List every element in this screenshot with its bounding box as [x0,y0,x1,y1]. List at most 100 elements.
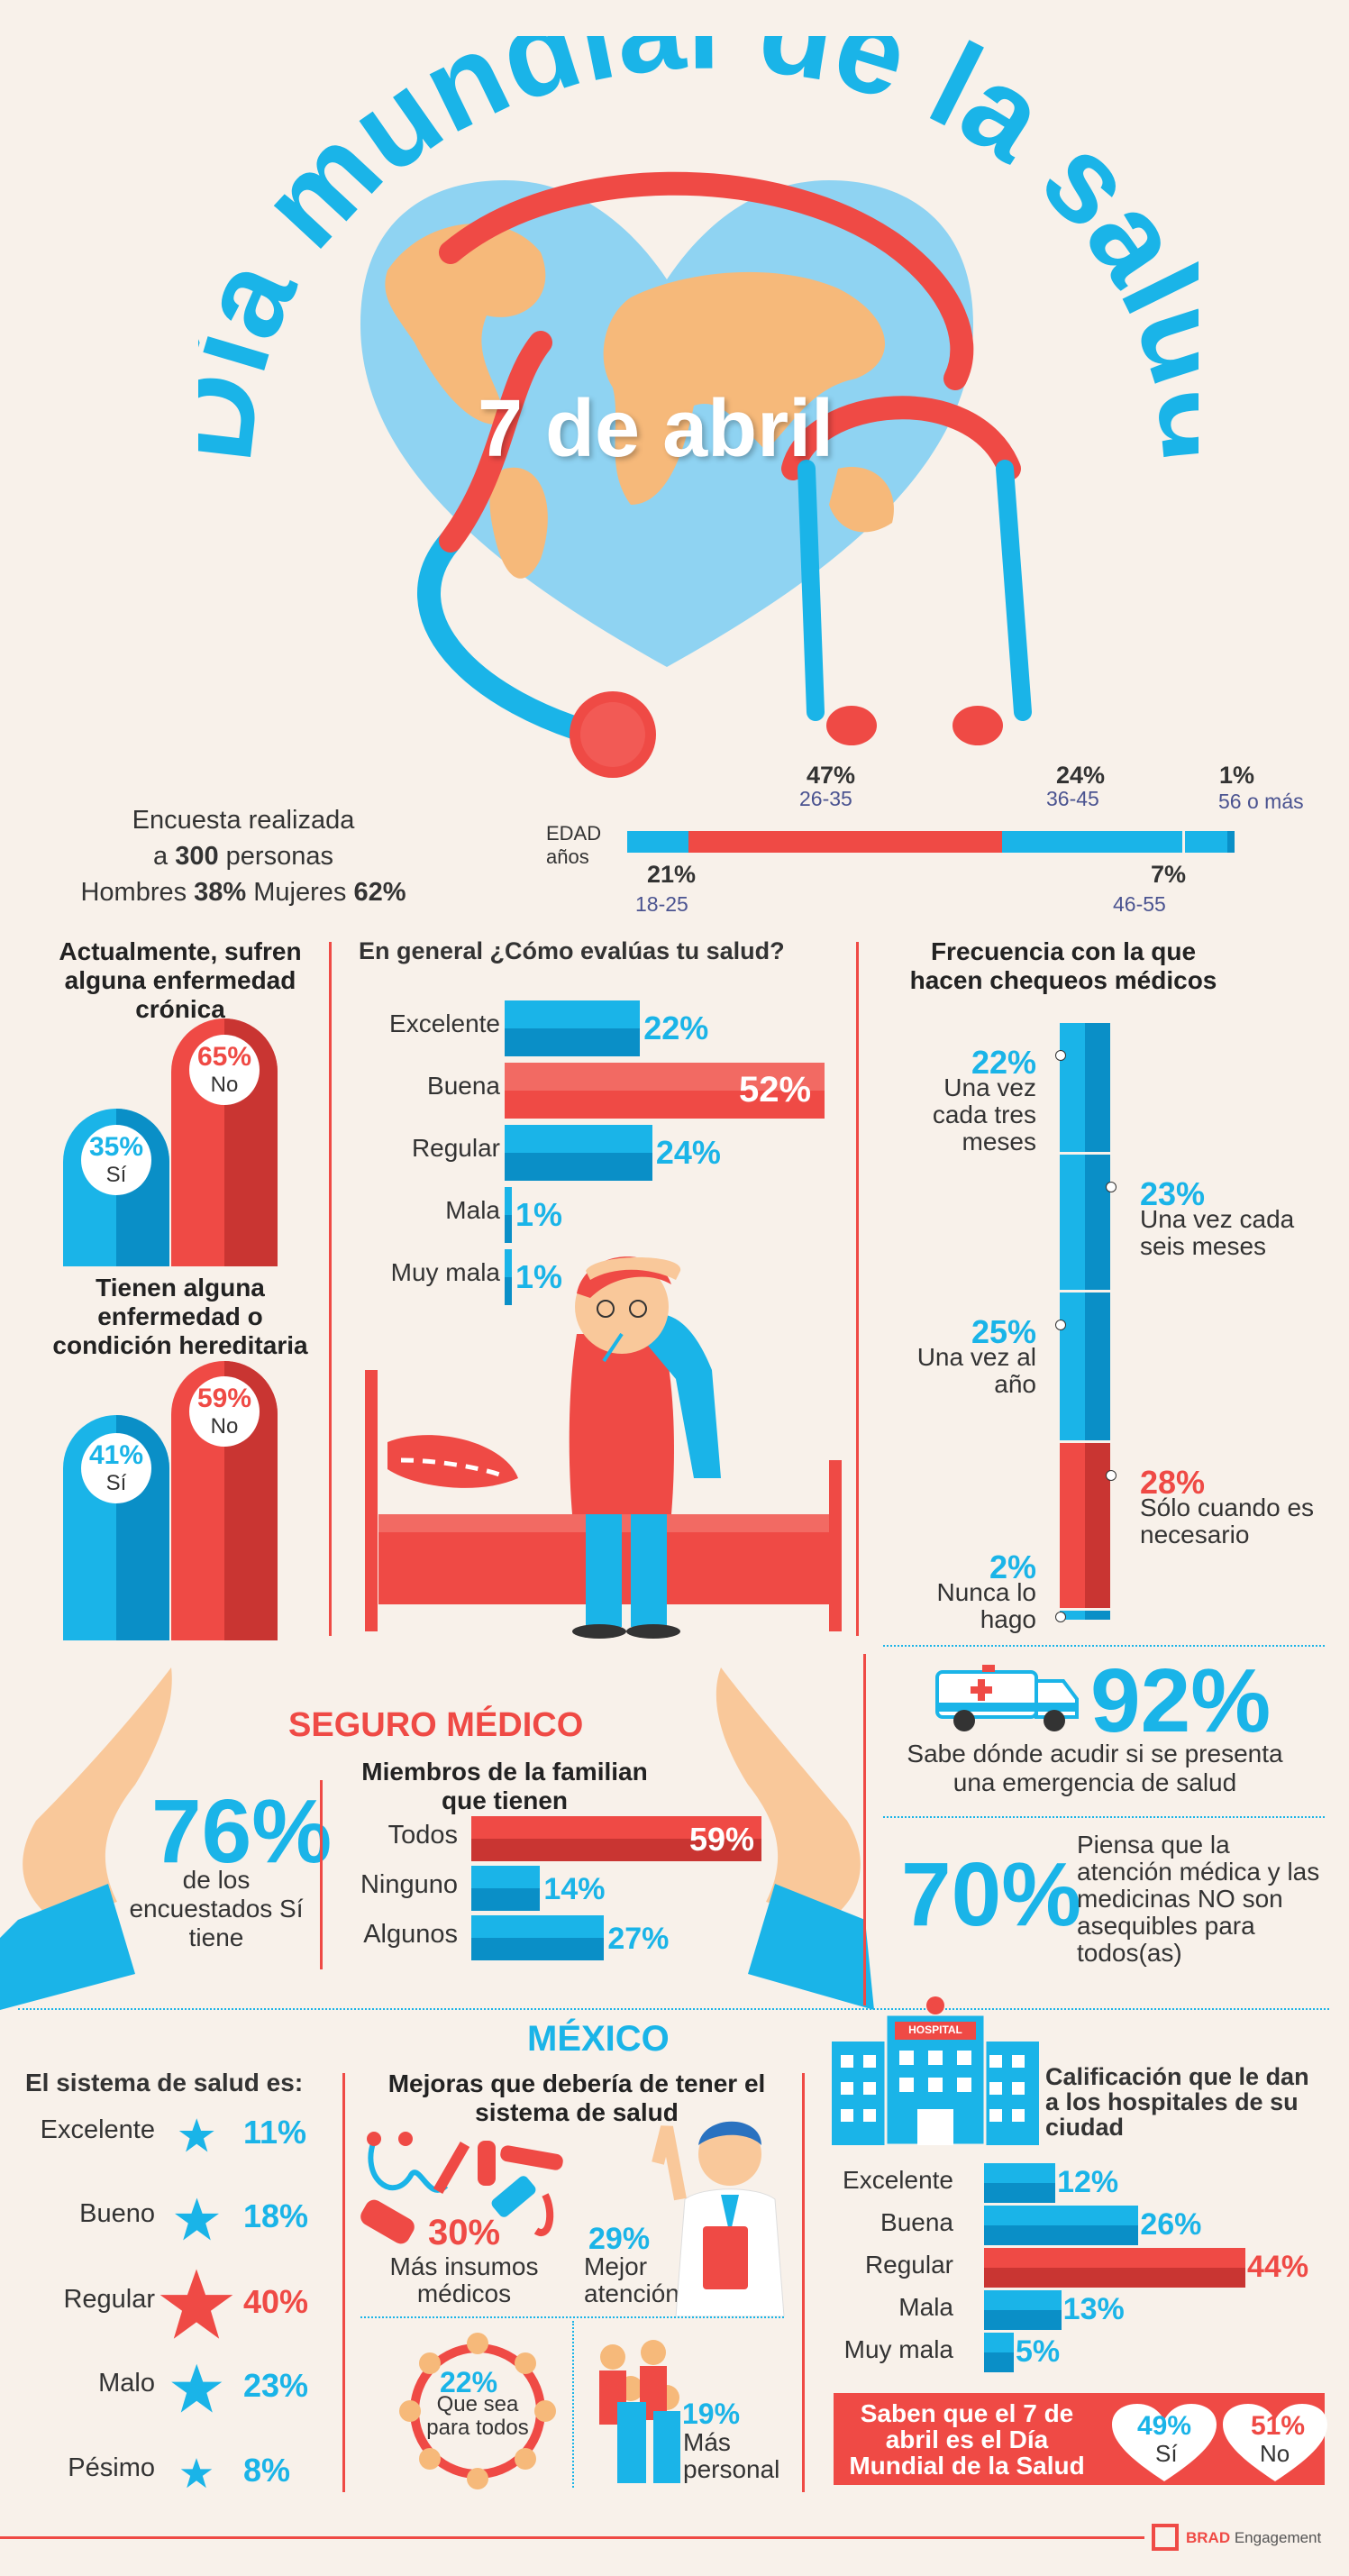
system-pct: 18% [243,2197,309,2234]
health-bar [505,1000,641,1056]
hospital-icon [832,1996,1039,2147]
hereditary-yes-pct: 41% [88,1440,144,1470]
event-date: 7 de abril [478,384,834,474]
improvements-divider-h [360,2316,784,2318]
health-bar-highlight [505,1063,825,1091]
health-label: Mala [445,1196,500,1224]
divider-left [329,942,332,1636]
system-label: Regular [63,2285,155,2314]
member-pct: 59% [689,1821,755,1858]
footer-brand-name: BRAD [1186,2529,1231,2546]
hospital-sign: HOSPITAL [908,2023,962,2036]
chronic-no-label: No [210,1073,239,1097]
divider-dotted-right-1 [883,1645,1325,1647]
hospital-pct: 26% [1140,2207,1202,2242]
checkup-marker [1106,1469,1117,1481]
women-pct: 62% [353,878,406,907]
system-label: Excelente [40,2115,155,2144]
health-label: Muy mala [390,1258,500,1286]
hospital-bar [984,2290,1062,2330]
page-title: Día mundial de la salud [142,0,1272,505]
age-seg-18-25 [627,831,688,853]
checkup-label: Una vez cada tres meses [932,1073,1036,1156]
checkup-marker [1106,1182,1117,1193]
age-range-46-55: 46-55 [1113,892,1166,916]
health-pct: 22% [643,1009,709,1046]
know-no-label: No [1260,2440,1290,2467]
chronic-yes-badge: 35% Sí [81,1125,151,1195]
hospitals-chart: Excelente 12% Buena 26% Regular 44% Mala 13% Muy… [820,2163,1325,2380]
health-bar [505,1187,512,1243]
health-bar [505,1125,652,1181]
ambulance-icon [935,1665,1079,1731]
hospital-pct: 13% [1062,2292,1125,2326]
health-label: Regular [411,1134,500,1162]
checkup-label: Una vez al año [916,1343,1036,1399]
chronic-title: Actualmente, sufren alguna enfermedad cr… [59,937,302,1023]
member-bar-highlight [471,1915,605,1938]
checkup-segment-shade [1085,1023,1110,1153]
hospital-label: Regular [864,2251,953,2279]
insurance-members-chart: Todos 59% Ninguno 14% Algunos 27% [333,1816,784,1969]
health-bar [505,1249,512,1305]
age-range-36-45: 36-45 [1046,787,1099,810]
men-pct: 38% [194,878,247,907]
hospital-bar [984,2248,1245,2288]
people-circle-icon [399,2333,556,2489]
medical-staff-icon [599,2340,680,2483]
age-seg-56 [1227,831,1235,853]
system-pct: 11% [243,2114,307,2151]
health-bar [505,1063,825,1119]
improvement-pct-3: 22% [440,2366,498,2398]
footer-line [0,2536,1144,2539]
improvement-label-4: Más personal [683,2428,780,2483]
health-rating-chart: Excelente 22% Buena 52% Regular 24% Mala 1% Muy … [342,1000,847,1307]
health-rating-title: En general ¿Cómo evalúas tu salud? [359,937,785,964]
star-icon [170,2363,223,2413]
checkup-segment [1060,1293,1110,1440]
member-label: Algunos [363,1920,458,1949]
age-seg-46-55 [1182,831,1230,853]
hospital-bar-highlight [984,2333,1014,2352]
member-pct: 14% [543,1872,606,1906]
hospital-label: Buena [880,2208,953,2236]
divider-right [856,942,859,1636]
checkup-marker [1055,1050,1066,1061]
health-bar-highlight [505,1187,512,1215]
know-title: Saben que el 7 de abril es el Día Mundia… [849,2399,1085,2480]
insurance-members-title: Miembros de la familian que tienen [361,1758,648,1814]
hereditary-no-label: No [210,1414,239,1439]
age-seg-26-35 [688,831,1002,853]
hospital-pct: 12% [1057,2165,1119,2199]
hospital-label: Muy mala [843,2335,953,2363]
survey-line1: Encuesta realizada [132,806,355,835]
checkup-segment [1060,1610,1110,1620]
improvement-pct-1: 30% [428,2213,501,2252]
hereditary-no-pct: 59% [196,1384,252,1413]
hospital-pct: 44% [1247,2250,1309,2284]
improvement-pct-2: 29% [588,2222,651,2256]
know-yes-label: Sí [1155,2440,1178,2467]
age-pct-24: 24% [1056,762,1106,789]
hereditary-yes-badge: 41% Sí [81,1433,151,1503]
health-pct: 1% [515,1258,563,1295]
chronic-yes-pct: 35% [88,1132,144,1162]
hereditary-title: Tienen alguna enfermedad o condición her… [52,1274,308,1359]
member-bar-highlight [471,1866,541,1888]
improvement-label-2: Mejor atención [584,2252,679,2307]
system-label: Malo [98,2369,155,2398]
age-pct-21: 21% [647,861,697,888]
know-yes-pct: 49% [1137,2411,1192,2441]
divider-dotted-mexico [18,2008,1329,2010]
hospital-pct: 5% [1015,2334,1061,2369]
doctor-icon [652,2121,785,2316]
mexico-title: MÉXICO [527,2019,670,2059]
health-label: Buena [427,1072,500,1100]
age-range-56: 56 o más [1218,790,1304,813]
checkup-segment [1060,1023,1110,1153]
affordable-pct: 70% [901,1844,1082,1945]
heart-globe-icon [360,180,973,667]
checkup-marker [1055,1612,1066,1622]
emergency-desc: Sabe dónde acudir si se presenta una eme… [907,1740,1283,1796]
star-icon [180,2458,213,2489]
